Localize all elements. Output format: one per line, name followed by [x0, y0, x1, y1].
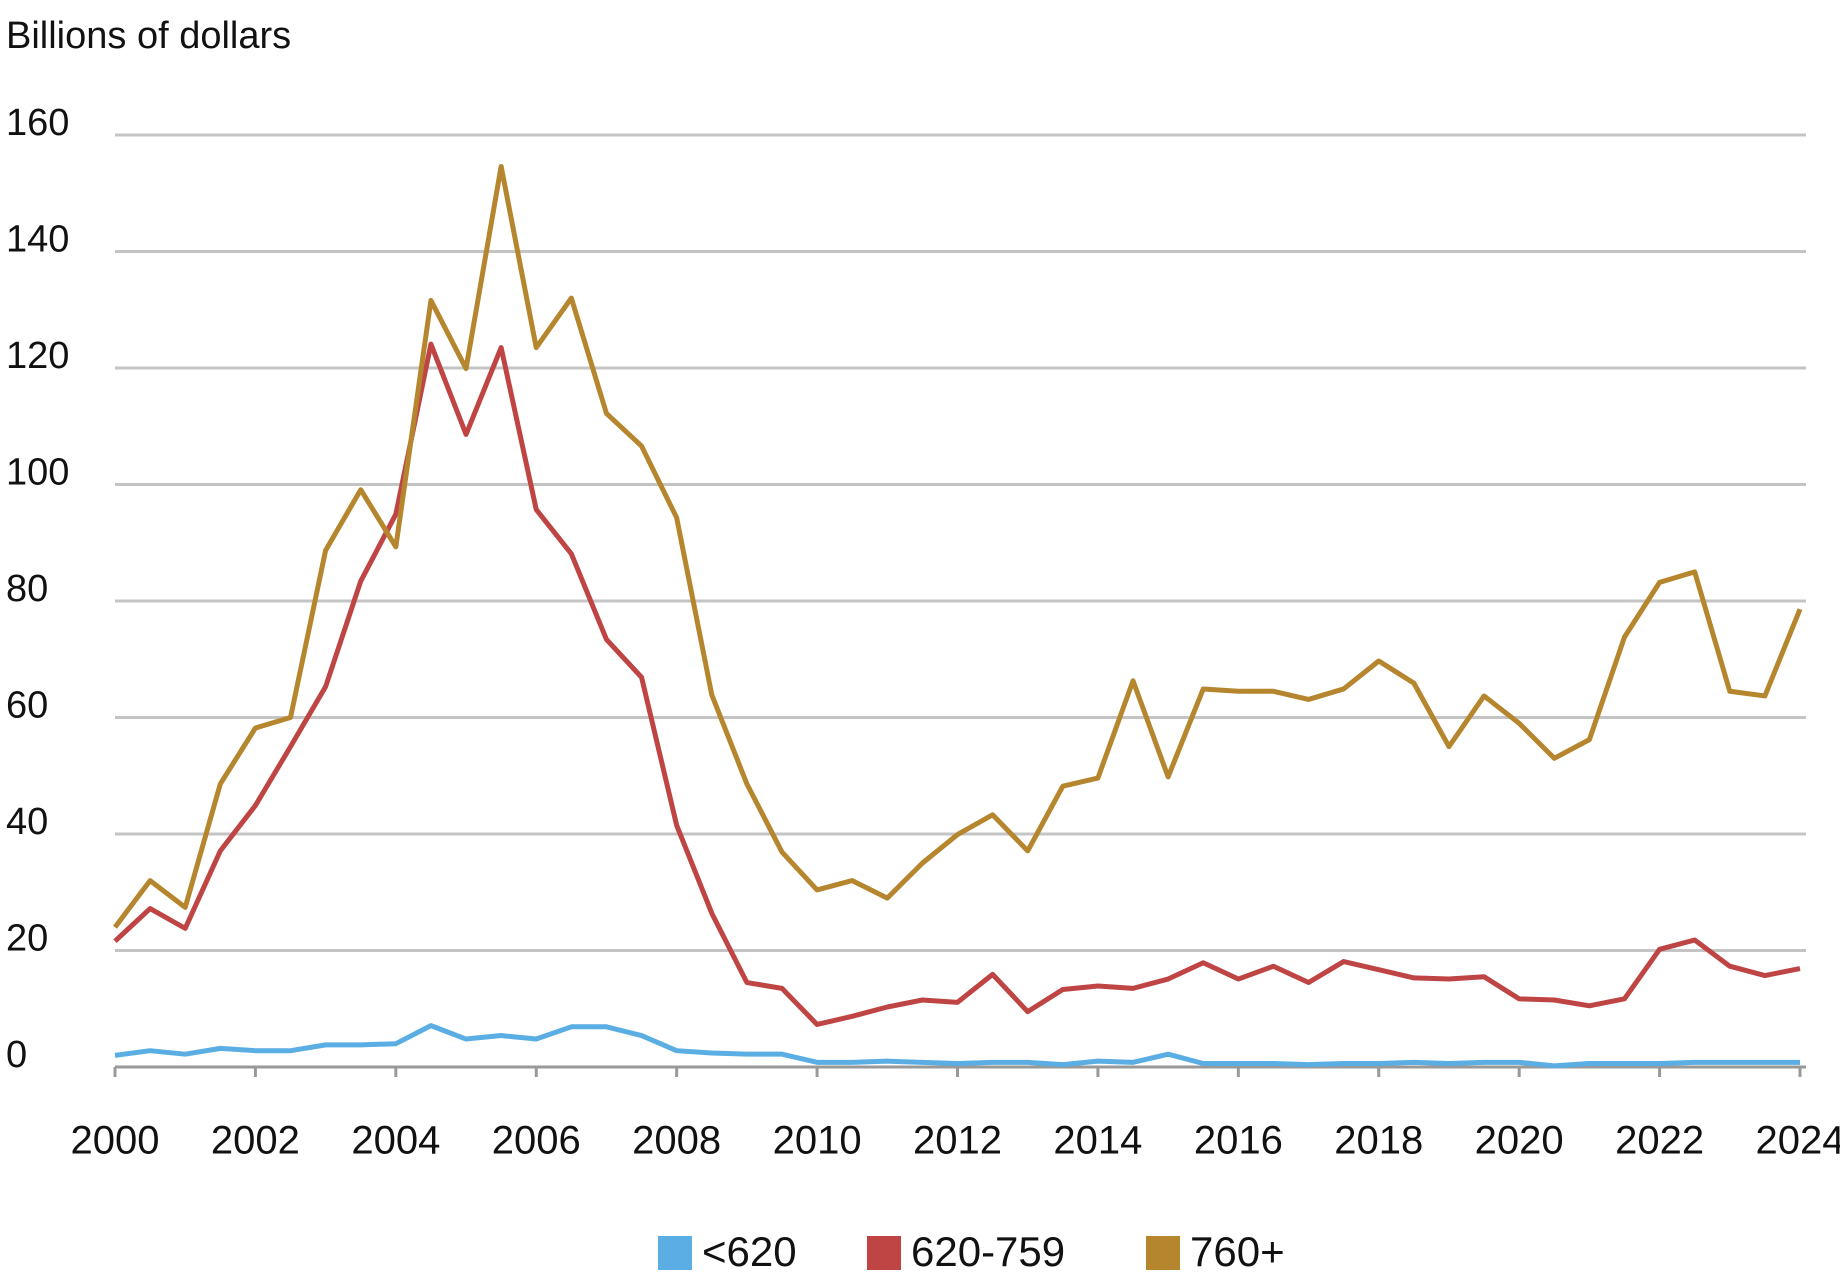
y-tick-label: 100: [6, 452, 69, 494]
y-tick-label: 140: [6, 219, 69, 261]
series-line: [113, 341, 1801, 1027]
legend-swatch: [867, 1236, 901, 1270]
y-tick-label: 0: [6, 1034, 27, 1076]
legend-label: <620: [702, 1228, 797, 1275]
series-line: [113, 163, 1803, 929]
x-tick-label: 2002: [211, 1119, 300, 1163]
x-tick-label: 2024: [1756, 1119, 1840, 1163]
x-tick-label: 2014: [1053, 1119, 1142, 1163]
x-tick-label: 2004: [351, 1119, 440, 1163]
y-tick-label: 160: [6, 102, 69, 144]
x-tick-label: 2018: [1334, 1119, 1423, 1163]
legend-label: 620-759: [911, 1228, 1065, 1275]
x-tick-label: 2006: [492, 1119, 581, 1163]
y-tick-label: 120: [6, 335, 69, 377]
x-tick-label: 2008: [632, 1119, 721, 1163]
y-tick-label: 80: [6, 568, 48, 610]
y-tick-label: 60: [6, 685, 48, 727]
x-tick-label: 2000: [71, 1119, 160, 1163]
legend-swatch: [658, 1236, 692, 1270]
series-line: [114, 1023, 1800, 1069]
legend-swatch: [1146, 1236, 1180, 1270]
x-tick-label: 2016: [1194, 1119, 1283, 1163]
chart-title: Billions of dollars: [6, 15, 291, 57]
y-tick-label: 40: [6, 801, 48, 843]
x-tick-label: 2010: [773, 1119, 862, 1163]
x-tick-label: 2022: [1615, 1119, 1704, 1163]
x-tick-label: 2012: [913, 1119, 1002, 1163]
legend-label: 760+: [1190, 1228, 1285, 1275]
y-tick-label: 20: [6, 918, 48, 960]
x-tick-label: 2020: [1475, 1119, 1564, 1163]
